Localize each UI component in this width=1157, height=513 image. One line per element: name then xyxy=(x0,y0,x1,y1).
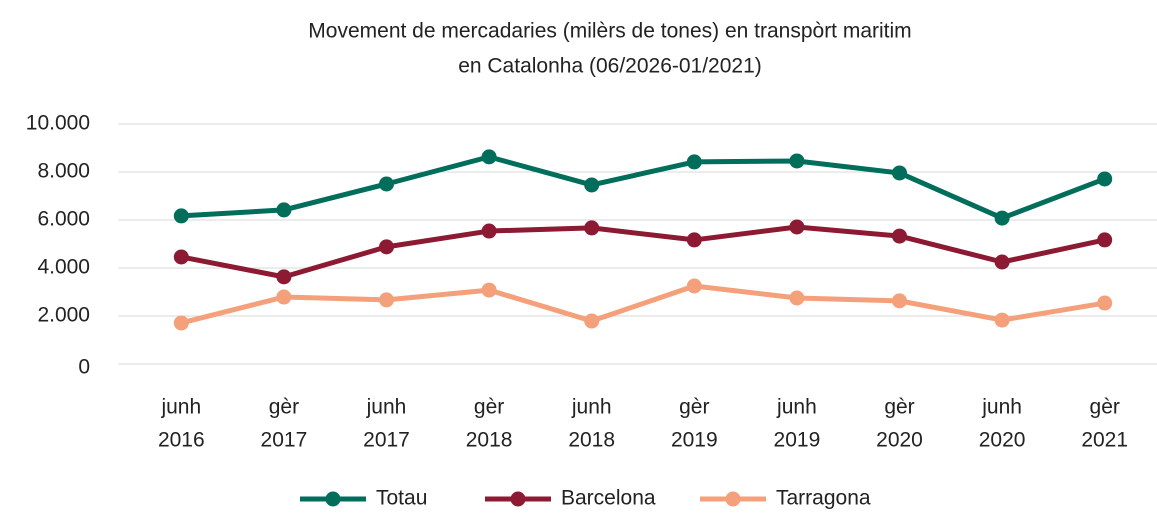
legend-label: Tarragona xyxy=(776,487,871,510)
x-tick-label: gèr xyxy=(884,396,914,419)
x-tick-label: 2019 xyxy=(774,429,821,452)
data-point xyxy=(276,289,292,305)
data-point xyxy=(892,165,907,181)
x-tick-label: gèr xyxy=(269,396,299,419)
data-point xyxy=(481,282,497,298)
data-point xyxy=(892,293,907,309)
data-point xyxy=(789,153,805,169)
x-tick-label: 2017 xyxy=(363,429,410,452)
x-tick-label: 2018 xyxy=(466,429,513,452)
data-point xyxy=(686,278,702,294)
x-tick-label: gèr xyxy=(474,396,504,419)
data-point xyxy=(276,269,292,285)
data-point xyxy=(892,228,907,244)
data-point xyxy=(789,290,805,306)
x-tick-label: 2017 xyxy=(261,429,308,452)
data-point xyxy=(379,239,394,255)
x-tick-label: junh xyxy=(776,396,817,419)
legend-marker xyxy=(725,491,741,507)
data-point xyxy=(173,249,189,265)
data-point xyxy=(686,232,702,248)
data-point xyxy=(994,254,1010,270)
data-point xyxy=(686,154,702,170)
x-tick-label: gèr xyxy=(679,396,709,419)
data-point xyxy=(1097,232,1113,248)
data-point xyxy=(1097,295,1113,311)
data-point xyxy=(173,208,189,224)
data-point xyxy=(481,223,497,239)
x-tick-label: junh xyxy=(981,396,1022,419)
data-point xyxy=(379,176,394,192)
data-point xyxy=(584,220,600,236)
x-tick-label: gèr xyxy=(1090,396,1120,419)
x-tick-label: 2021 xyxy=(1081,429,1128,452)
x-tick-label: junh xyxy=(571,396,612,419)
y-tick-label: 0 xyxy=(78,356,90,379)
y-tick-label: 2.000 xyxy=(37,304,90,327)
legend-label: Totau xyxy=(376,487,427,510)
y-tick-label: 4.000 xyxy=(37,256,90,279)
data-point xyxy=(584,177,600,193)
data-point xyxy=(789,219,805,235)
x-tick-label: 2019 xyxy=(671,429,718,452)
x-tick-label: junh xyxy=(366,396,407,419)
data-point xyxy=(173,315,189,331)
series-line xyxy=(180,283,1106,326)
chart-title: Movement de mercadaries (milèrs de tones… xyxy=(308,20,911,43)
x-tick-label: junh xyxy=(160,396,201,419)
data-point xyxy=(994,312,1010,328)
legend-marker xyxy=(325,491,341,507)
legend-marker xyxy=(510,491,526,507)
data-point xyxy=(1097,171,1113,187)
x-tick-label: 2016 xyxy=(158,429,205,452)
x-tick-label: 2018 xyxy=(568,429,615,452)
chart-title: en Catalonha (06/2026-01/2021) xyxy=(458,55,762,78)
series-line xyxy=(181,154,1106,221)
data-point xyxy=(379,292,394,308)
data-point xyxy=(481,149,497,165)
y-tick-label: 6.000 xyxy=(37,208,90,231)
data-point xyxy=(994,210,1010,226)
y-tick-label: 10.000 xyxy=(26,112,90,135)
x-tick-label: 2020 xyxy=(876,429,923,452)
legend-label: Barcelona xyxy=(561,487,656,510)
data-point xyxy=(276,202,292,218)
y-tick-label: 8.000 xyxy=(37,160,90,183)
x-tick-label: 2020 xyxy=(979,429,1026,452)
series-line xyxy=(180,224,1106,280)
data-point xyxy=(584,313,600,329)
